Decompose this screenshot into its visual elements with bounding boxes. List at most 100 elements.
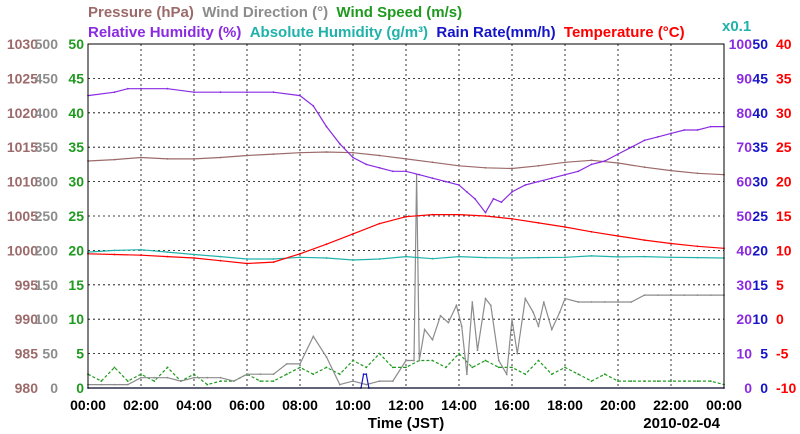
legend-entry: Rain Rate(mm/h) [428, 24, 556, 41]
data-point [542, 301, 545, 303]
data-point [338, 383, 341, 386]
data-point [484, 166, 487, 169]
data-point [630, 146, 633, 149]
data-point [643, 139, 646, 142]
data-point [206, 383, 209, 386]
data-point [431, 161, 434, 164]
data-point [696, 380, 699, 382]
x-tick-label: 00:00 [706, 397, 742, 413]
data-point [378, 154, 381, 157]
data-point [524, 297, 527, 300]
humidity-tick-label: 0 [744, 380, 752, 396]
data-point [126, 383, 129, 386]
rain_rate-tick-label: 0 [760, 380, 768, 396]
data-point [166, 255, 169, 258]
pressure-tick-label: 1010 [7, 174, 38, 190]
data-point [219, 156, 222, 159]
data-point [285, 363, 288, 365]
data-point [219, 376, 222, 379]
data-point [325, 151, 328, 153]
temperature-tick-label: 40 [776, 36, 792, 52]
humidity-tick-label: 80 [736, 105, 752, 121]
data-point [511, 257, 513, 259]
wind_direction-tick-label: 100 [35, 311, 59, 327]
data-point [193, 158, 195, 160]
data-point [362, 373, 365, 376]
data-point [590, 163, 593, 166]
data-point [299, 256, 301, 259]
wind_direction-tick-label: 150 [35, 277, 59, 293]
data-point [564, 297, 566, 300]
data-point [405, 170, 407, 173]
data-point [378, 258, 381, 260]
data-point [365, 373, 368, 376]
data-point [484, 297, 487, 300]
legend-row2: Relative Humidity (%) Absolute Humidity … [88, 24, 685, 41]
data-point [603, 160, 606, 162]
data-point [391, 366, 394, 369]
data-point [140, 248, 142, 251]
humidity-tick-label: 70 [736, 139, 752, 155]
pressure-tick-label: 995 [15, 277, 39, 293]
data-point [683, 129, 686, 131]
rain_rate-tick-label: 15 [752, 277, 768, 293]
data-point [484, 256, 487, 259]
series-wind-direction [87, 173, 725, 386]
temperature-tick-label: 0 [776, 311, 784, 327]
data-point [696, 245, 699, 248]
data-point [497, 366, 500, 369]
wind_speed-tick-label: 0 [76, 380, 84, 396]
data-point [140, 254, 142, 257]
humidity-tick-label: 100 [729, 36, 753, 52]
data-point [484, 359, 487, 362]
data-point [140, 373, 142, 376]
data-point [299, 94, 301, 97]
data-point [285, 373, 288, 376]
data-point [126, 87, 129, 90]
data-point [378, 352, 381, 355]
data-point [246, 154, 248, 157]
data-point [100, 383, 103, 386]
humidity-tick-label: 20 [736, 311, 752, 327]
data-point [219, 259, 222, 262]
legend-row1: Pressure (hPa) Wind Direction (°) Wind S… [88, 4, 462, 21]
temperature-tick-label: 5 [776, 277, 784, 293]
data-point [577, 170, 580, 173]
temperature-tick-label: 25 [776, 139, 792, 155]
x-tick-label: 10:00 [335, 397, 371, 413]
data-point [312, 105, 315, 107]
data-point [325, 243, 328, 246]
x-tick-label: 16:00 [494, 397, 530, 413]
data-point [590, 159, 593, 162]
data-point [166, 87, 169, 90]
pressure-tick-label: 1005 [7, 208, 38, 224]
humidity-tick-label: 50 [736, 208, 752, 224]
data-point [166, 251, 169, 254]
data-point [431, 359, 434, 362]
data-point [564, 161, 566, 164]
data-point [458, 255, 460, 258]
wind_speed-tick-label: 5 [76, 346, 84, 362]
rain_rate-tick-label: 35 [752, 139, 768, 155]
pressure-tick-label: 990 [15, 311, 39, 327]
wind_speed-tick-label: 30 [68, 174, 84, 190]
data-point [656, 294, 659, 296]
data-point [484, 211, 487, 214]
data-point [365, 163, 368, 166]
data-point [458, 164, 460, 167]
data-point [474, 197, 476, 200]
data-point [643, 239, 646, 242]
wind_direction-tick-label: 450 [35, 70, 59, 86]
data-point [246, 262, 248, 265]
wind_direction-tick-label: 50 [42, 346, 58, 362]
data-point [391, 170, 394, 173]
data-point [431, 177, 434, 180]
rain_rate-tick-label: 10 [752, 311, 768, 327]
data-point [299, 366, 301, 369]
pressure-tick-label: 1030 [7, 36, 38, 52]
data-point [670, 380, 672, 382]
x-tick-label: 12:00 [388, 397, 424, 413]
data-point [444, 366, 447, 369]
data-point [153, 376, 156, 379]
